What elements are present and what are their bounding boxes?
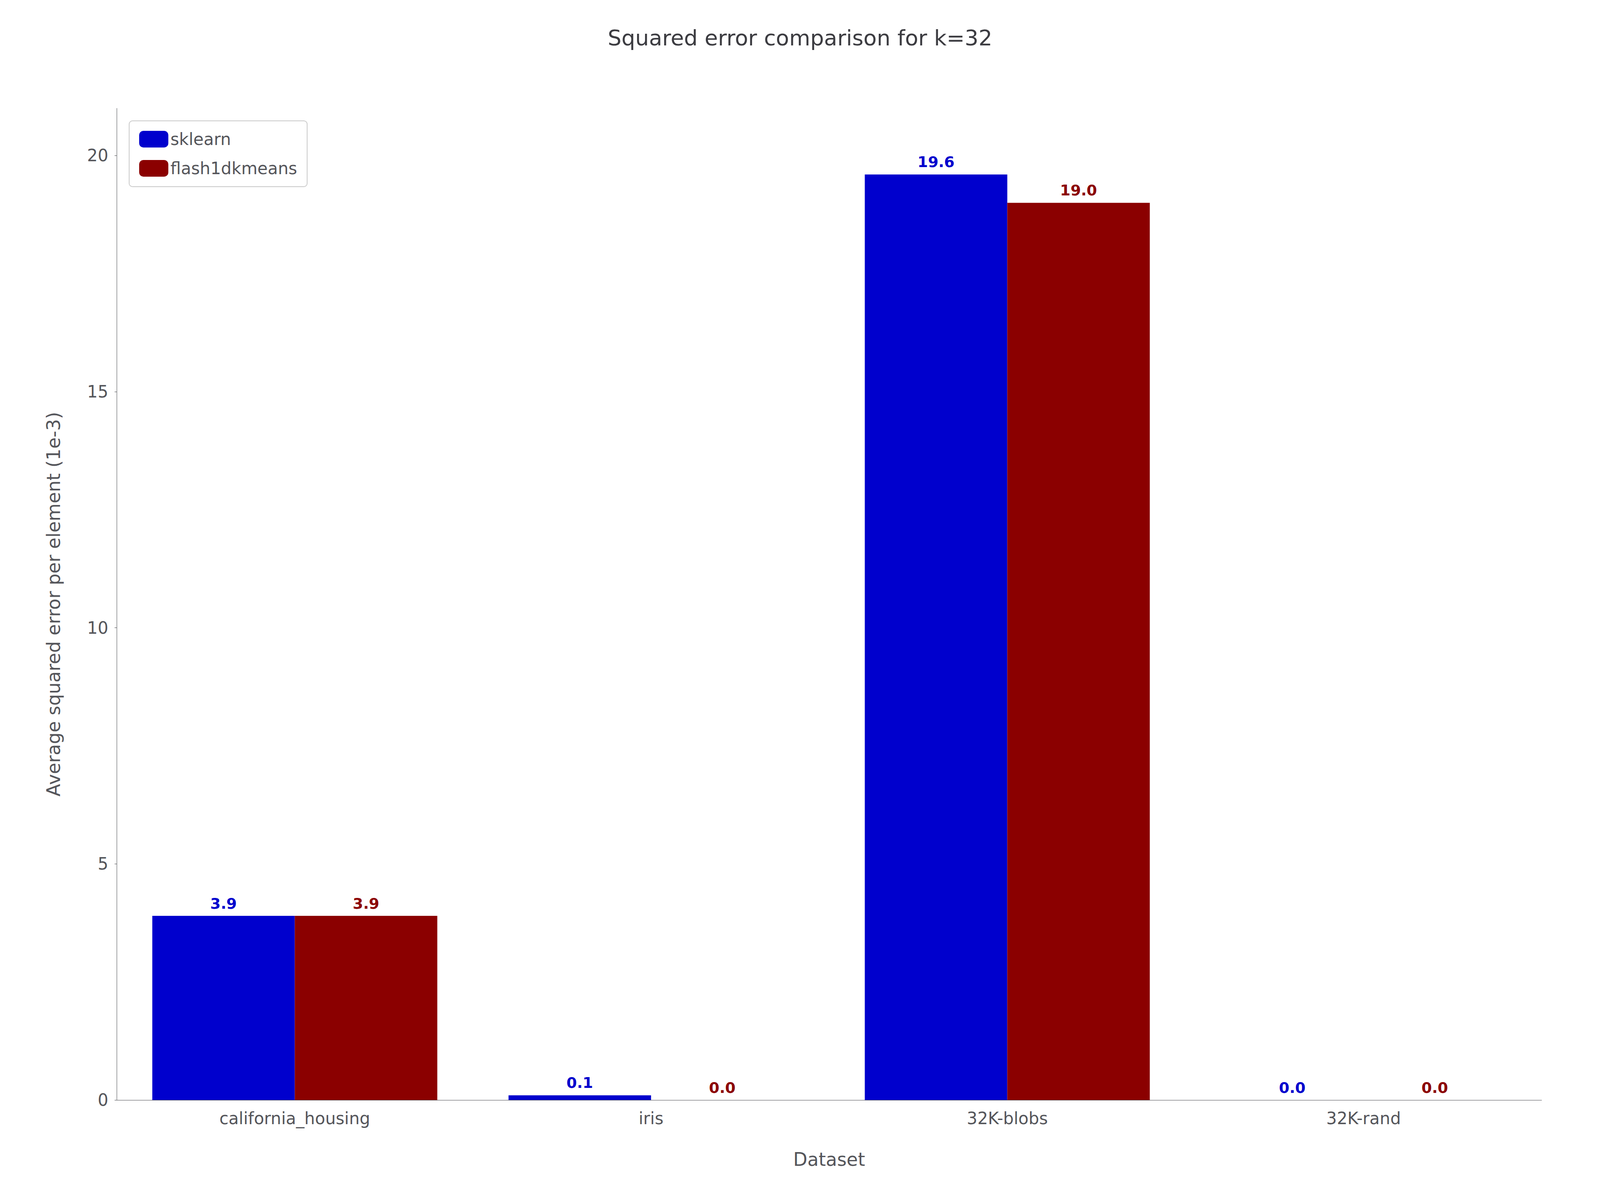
svg-text:flash1dkmeans: flash1dkmeans xyxy=(170,158,298,178)
svg-text:3.9: 3.9 xyxy=(352,895,380,913)
svg-text:3.9: 3.9 xyxy=(210,895,238,913)
svg-text:california_housing: california_housing xyxy=(219,1108,371,1129)
svg-text:Dataset: Dataset xyxy=(793,1148,865,1170)
svg-text:0: 0 xyxy=(97,1090,109,1110)
svg-text:iris: iris xyxy=(638,1108,664,1128)
svg-text:20: 20 xyxy=(87,145,109,165)
svg-text:sklearn: sklearn xyxy=(170,129,231,149)
svg-text:19.0: 19.0 xyxy=(1060,181,1098,199)
svg-text:32K-blobs: 32K-blobs xyxy=(966,1108,1048,1128)
svg-text:Squared error comparison for k: Squared error comparison for k=32 xyxy=(607,25,993,51)
svg-text:0.0: 0.0 xyxy=(709,1079,736,1097)
svg-text:19.6: 19.6 xyxy=(917,153,955,171)
svg-text:0.0: 0.0 xyxy=(1279,1079,1306,1097)
svg-text:15: 15 xyxy=(87,382,109,402)
svg-text:0.1: 0.1 xyxy=(566,1074,594,1092)
svg-text:32K-rand: 32K-rand xyxy=(1326,1108,1401,1128)
svg-text:Average squared error per elem: Average squared error per element (1e-3) xyxy=(42,412,65,797)
svg-text:10: 10 xyxy=(87,618,109,638)
svg-text:5: 5 xyxy=(97,854,109,874)
svg-text:0.0: 0.0 xyxy=(1421,1079,1449,1097)
